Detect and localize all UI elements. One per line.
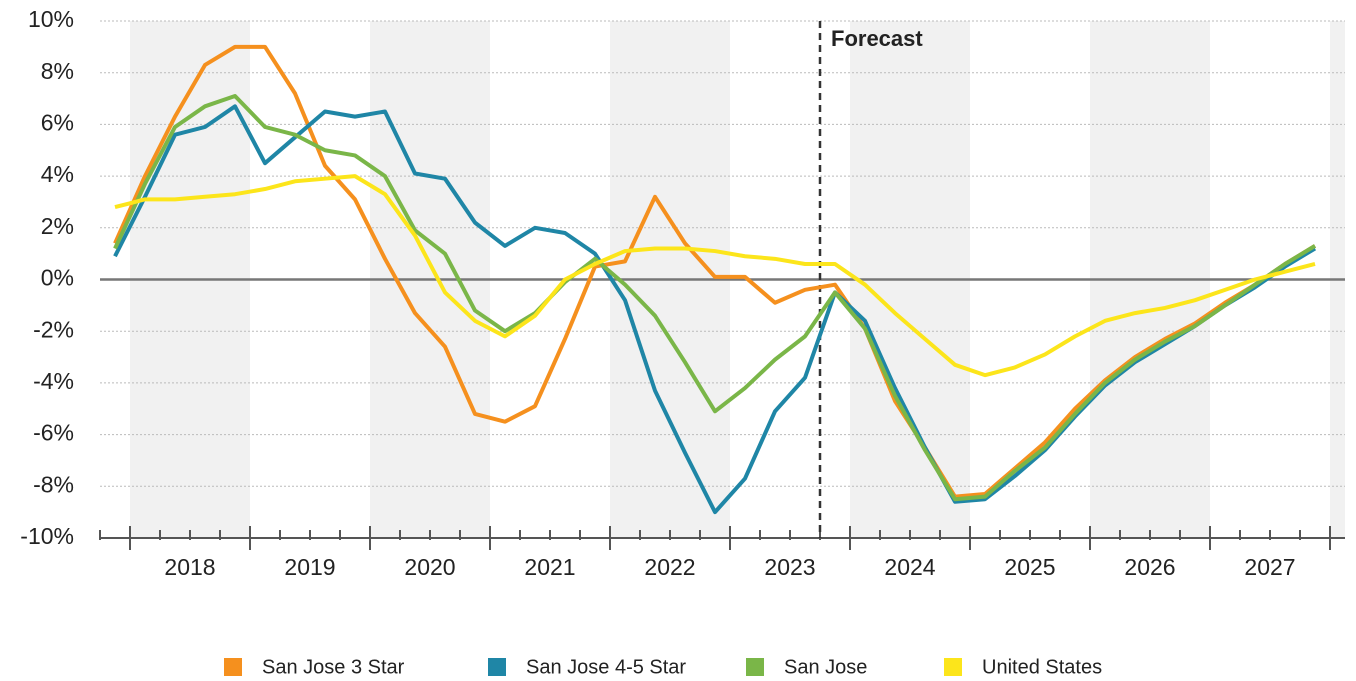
x-tick-label: 2019	[284, 554, 335, 580]
series-line	[113, 44, 1317, 499]
forecast-label: Forecast	[831, 26, 923, 51]
legend-label: San Jose 4-5 Star	[526, 656, 686, 678]
x-tick-label: 2026	[1124, 554, 1175, 580]
y-tick-label: -6%	[33, 420, 74, 446]
x-tick-label: 2022	[644, 554, 695, 580]
series-line	[114, 174, 1316, 378]
x-tick-label: 2021	[524, 554, 575, 580]
x-tick-label: 2020	[404, 554, 455, 580]
legend-label: San Jose	[784, 656, 867, 678]
legend-swatch	[488, 658, 506, 676]
y-tick-label: 2%	[41, 213, 74, 239]
x-tick-label: 2024	[884, 554, 935, 580]
y-tick-label: -4%	[33, 368, 74, 394]
series-line	[113, 93, 1317, 502]
y-tick-label: 0%	[41, 265, 74, 291]
y-tick-label: 10%	[28, 6, 74, 32]
y-tick-label: -2%	[33, 316, 74, 342]
x-tick-label: 2023	[764, 554, 815, 580]
legend-swatch	[746, 658, 764, 676]
x-tick-label: 2018	[164, 554, 215, 580]
legend-label: United States	[982, 656, 1102, 678]
x-tick-label: 2025	[1004, 554, 1055, 580]
y-tick-label: 8%	[41, 58, 74, 84]
legend-swatch	[224, 658, 242, 676]
legend-swatch	[944, 658, 962, 676]
x-tick-label: 2027	[1244, 554, 1295, 580]
legend-label: San Jose 3 Star	[262, 656, 405, 678]
y-tick-label: -8%	[33, 471, 74, 497]
y-tick-label: -10%	[20, 523, 74, 549]
y-tick-label: 4%	[41, 161, 74, 187]
y-tick-label: 6%	[41, 109, 74, 135]
series-line	[113, 104, 1317, 515]
